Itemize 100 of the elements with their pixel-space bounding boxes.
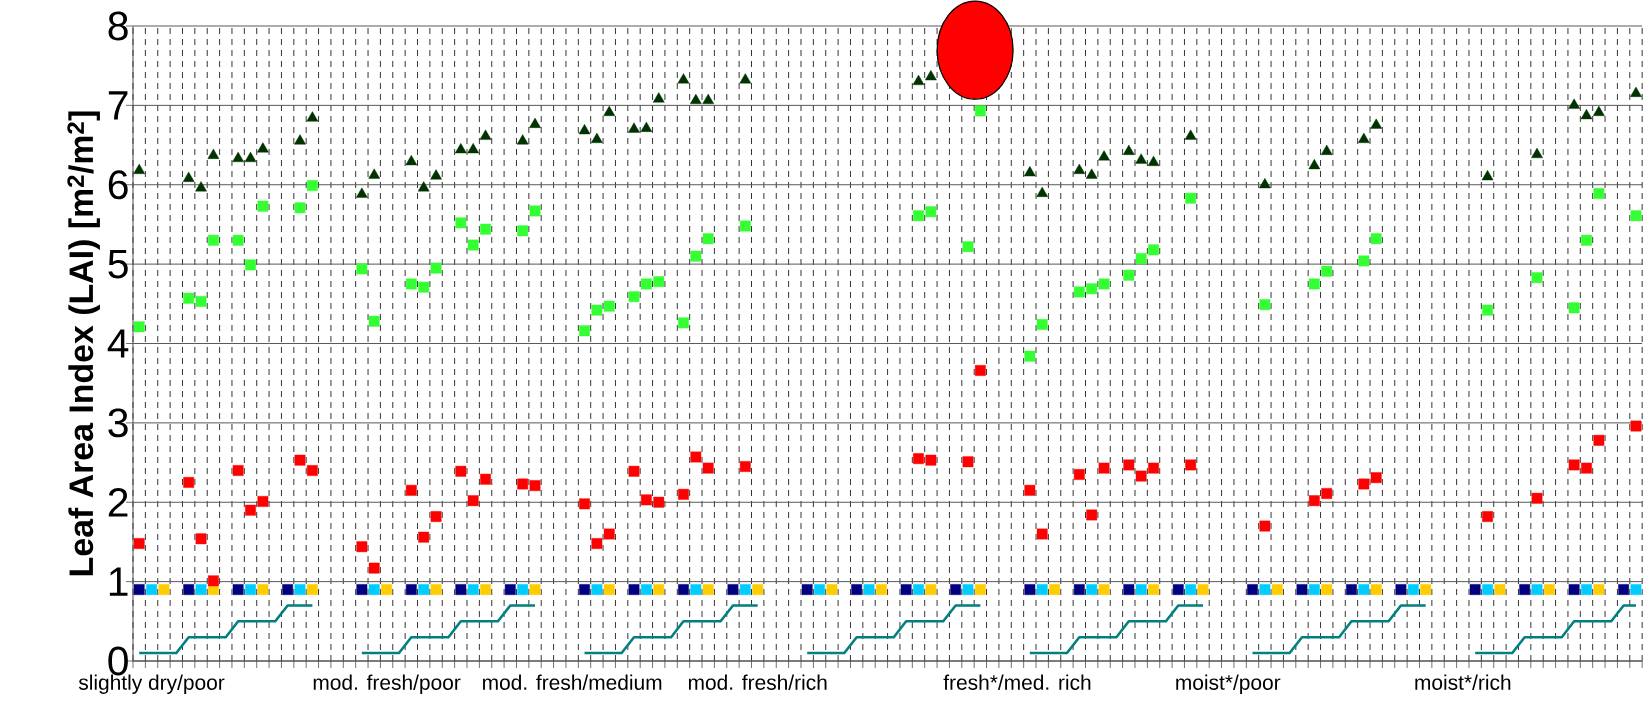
point <box>244 151 257 162</box>
point <box>529 117 541 128</box>
point <box>925 454 937 466</box>
point <box>1036 319 1048 330</box>
y-tick-label: 8 <box>108 11 128 41</box>
point <box>678 317 689 329</box>
point <box>640 278 652 290</box>
point <box>418 281 430 293</box>
point <box>195 296 207 307</box>
point <box>1073 584 1085 595</box>
point <box>368 562 380 574</box>
point <box>1098 150 1110 161</box>
point <box>430 262 442 274</box>
point <box>1148 584 1159 595</box>
point <box>381 584 392 595</box>
y-axis-title: Leaf Area Index (LAI) [m$^{2}$/m$^{2}$] <box>67 111 100 576</box>
x-tick-label: mod. fresh/rich <box>688 674 827 690</box>
point <box>516 134 529 145</box>
point <box>208 234 219 246</box>
point <box>294 584 306 595</box>
point <box>294 454 306 466</box>
point <box>690 584 702 595</box>
point <box>1543 584 1555 595</box>
point <box>455 217 467 229</box>
point <box>1259 520 1271 532</box>
point <box>517 584 529 595</box>
point <box>405 484 417 496</box>
point <box>974 365 986 376</box>
point <box>306 180 318 191</box>
point <box>368 584 380 595</box>
y-tick-label: 2 <box>108 487 128 517</box>
point <box>133 538 145 549</box>
point <box>578 124 591 135</box>
point <box>183 477 195 488</box>
point <box>652 92 665 103</box>
x-tick-label: moist*/rich <box>1415 674 1511 690</box>
point <box>1482 584 1493 595</box>
point <box>1568 584 1580 595</box>
point <box>1358 584 1370 595</box>
point <box>257 142 269 153</box>
point <box>257 496 269 507</box>
point <box>405 584 417 595</box>
point <box>529 480 541 491</box>
point <box>480 223 491 235</box>
point <box>1036 528 1048 540</box>
point <box>1370 233 1382 245</box>
point <box>863 584 875 595</box>
point <box>1420 584 1432 595</box>
point <box>368 168 381 179</box>
point <box>603 584 615 595</box>
point <box>1024 350 1036 362</box>
point <box>356 541 368 553</box>
point <box>1630 584 1642 595</box>
point <box>962 456 974 468</box>
point <box>1482 511 1493 522</box>
point <box>1593 434 1605 446</box>
point <box>1581 584 1592 595</box>
point <box>1346 584 1357 595</box>
point <box>1259 584 1271 595</box>
point <box>1358 255 1370 267</box>
point <box>591 304 603 316</box>
point <box>1172 584 1184 595</box>
point <box>1259 178 1271 189</box>
point <box>913 210 924 222</box>
point <box>1086 283 1098 295</box>
point <box>603 300 615 312</box>
point <box>1073 163 1086 174</box>
point <box>1321 584 1333 595</box>
point <box>1321 265 1333 277</box>
point <box>1593 584 1605 595</box>
point <box>1630 420 1642 432</box>
point <box>455 584 467 595</box>
point <box>454 143 467 154</box>
point <box>1185 192 1197 204</box>
point <box>962 241 974 253</box>
point <box>727 584 739 595</box>
point <box>1593 105 1605 116</box>
point <box>579 584 590 595</box>
y-tick-label: 1 <box>109 567 128 596</box>
point <box>1184 129 1197 140</box>
point <box>640 584 652 595</box>
point <box>1073 469 1085 480</box>
point <box>182 171 195 182</box>
point <box>702 233 714 245</box>
point <box>1494 584 1506 595</box>
point <box>183 292 195 304</box>
point <box>1271 584 1283 595</box>
x-tick-label: moist*/poor <box>1176 674 1281 695</box>
point <box>245 259 256 271</box>
point <box>1259 299 1271 310</box>
point <box>1370 584 1382 595</box>
x-tick-label: mod. fresh/medium <box>483 674 662 690</box>
point <box>1148 244 1159 256</box>
point <box>628 584 640 595</box>
x-tick-label: mod. fresh/poor <box>313 674 461 695</box>
point <box>628 122 640 133</box>
point <box>1308 159 1321 170</box>
point <box>1320 144 1333 155</box>
point <box>1321 488 1333 499</box>
point <box>1098 584 1110 595</box>
